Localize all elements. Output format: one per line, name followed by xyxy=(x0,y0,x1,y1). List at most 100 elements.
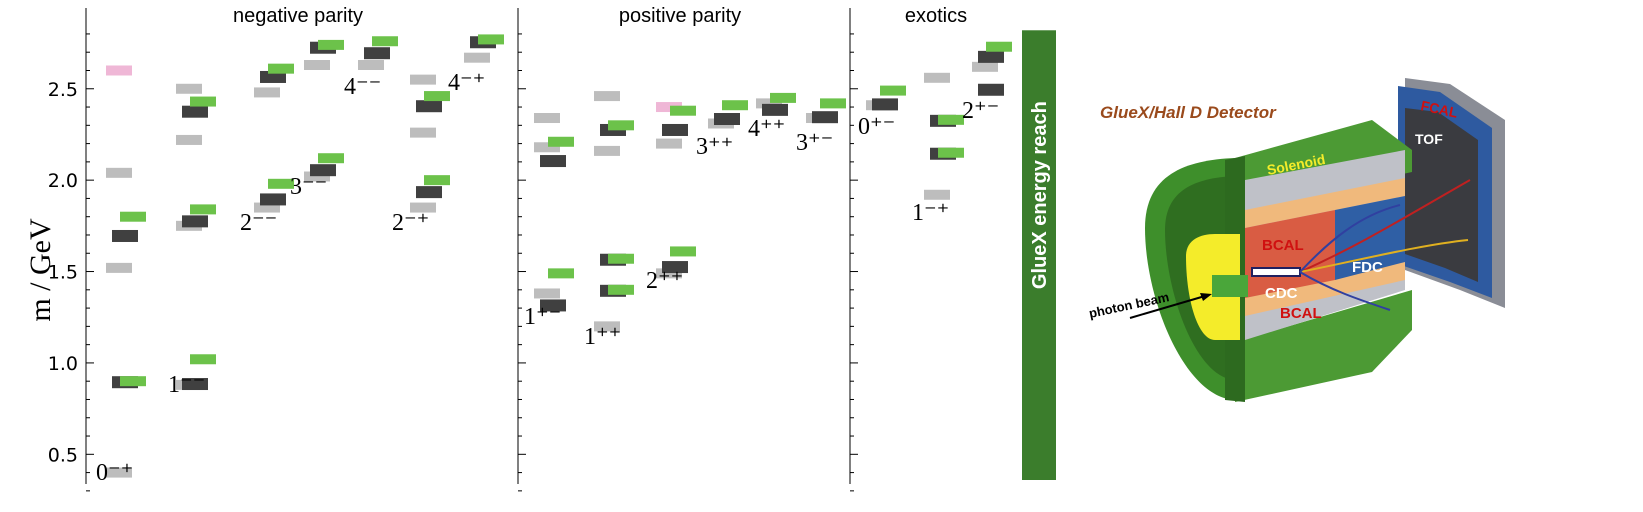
lattice-level-bar xyxy=(416,186,442,199)
bcal-top-band xyxy=(1245,178,1405,228)
lattice-level-bar xyxy=(310,164,336,177)
photon-beam-arrow xyxy=(1129,295,1206,319)
light-level-bar xyxy=(924,189,950,200)
lattice-level-bar xyxy=(978,50,1004,63)
experiment-level-bar xyxy=(120,376,146,387)
light-level-bar xyxy=(254,202,280,213)
experiment-level-bar xyxy=(190,354,216,365)
lattice-level-bar xyxy=(662,123,688,136)
light-level-bar xyxy=(594,91,620,102)
experiment-level-bar xyxy=(608,284,634,295)
particle-track xyxy=(1299,271,1391,311)
lattice-level-bar xyxy=(182,105,208,118)
tof-label: TOF xyxy=(1415,131,1443,147)
lattice-level-bar xyxy=(364,47,390,60)
energy-reach-label: GlueX energy reach xyxy=(1029,101,1051,289)
light-level-bar xyxy=(254,87,280,98)
experiment-level-bar xyxy=(722,100,748,111)
y-tick-label: 1.0 xyxy=(48,353,78,375)
beam-pipe xyxy=(1212,275,1248,297)
particle-track xyxy=(1299,179,1471,273)
particle-track xyxy=(1299,239,1469,273)
light-level-bar xyxy=(534,113,560,124)
panel-titles: negative parity positive parity exotics xyxy=(233,5,967,27)
light-level-bar xyxy=(924,72,950,83)
y-axis-label: m / GeV xyxy=(24,218,57,322)
light-level-bar xyxy=(972,61,998,72)
light-level-bar xyxy=(594,145,620,156)
quantum-number-label: 2⁻⁺ xyxy=(392,210,429,236)
light-level-bar xyxy=(534,288,560,299)
chart-axes: 0.5 1.0 1.5 2.0 2.5 xyxy=(48,8,858,492)
light-level-bar xyxy=(106,167,132,178)
y-tick-label: 1.5 xyxy=(48,262,78,284)
experiment-level-bar xyxy=(318,39,344,50)
quantum-number-label: 1⁺⁺ xyxy=(584,324,621,350)
quantum-number-label: 2⁺⁻ xyxy=(962,98,999,124)
quantum-number-label: 2⁻⁻ xyxy=(240,210,277,236)
light-level-bar xyxy=(410,202,436,213)
quantum-number-label: 4⁺⁺ xyxy=(748,116,785,142)
bcal-bottom-label: BCAL xyxy=(1280,305,1322,322)
experiment-level-bar xyxy=(120,211,146,222)
tof-wall xyxy=(1405,108,1478,282)
light-level-bar xyxy=(534,142,560,153)
lattice-level-bar xyxy=(182,215,208,228)
light-level-bar xyxy=(756,98,782,109)
lattice-level-bar xyxy=(812,111,838,124)
light-level-bar xyxy=(656,268,682,279)
quantum-number-label: 3⁺⁻ xyxy=(796,130,833,156)
experiment-level-bar xyxy=(880,85,906,96)
experiment-level-bar xyxy=(318,153,344,164)
target-cell xyxy=(1251,267,1301,277)
y-tick-label: 2.5 xyxy=(48,79,78,101)
experiment-level-bar xyxy=(548,136,574,147)
light-level-bar xyxy=(176,83,202,94)
experiment-level-bar xyxy=(424,91,450,102)
quantum-number-label: 1⁻⁺ xyxy=(912,200,949,226)
photon-beam-label: photon beam xyxy=(1088,289,1171,321)
light-level-bar xyxy=(358,60,384,71)
y-tick-label: 0.5 xyxy=(48,444,78,466)
experiment-level-bar xyxy=(608,120,634,131)
experiment-level-bar xyxy=(424,175,450,186)
lattice-level-bar xyxy=(872,98,898,111)
experiment-level-bar xyxy=(938,147,964,158)
bcal-top-label: BCAL xyxy=(1262,237,1304,254)
pink-level-bar xyxy=(656,102,682,113)
quantum-number-label: 2⁺⁺ xyxy=(646,268,683,294)
pink-level-bar xyxy=(106,65,132,76)
light-level-bar xyxy=(594,321,620,332)
panel-title: exotics xyxy=(905,5,967,27)
quantum-number-label: 0⁺⁻ xyxy=(858,114,895,140)
experiment-level-bar xyxy=(770,92,796,103)
lattice-level-bar xyxy=(260,193,286,206)
light-level-bar xyxy=(176,134,202,145)
light-level-bar xyxy=(106,262,132,273)
lattice-level-bar xyxy=(260,70,286,83)
lattice-level-bar xyxy=(714,113,740,126)
lattice-level-bar xyxy=(978,83,1004,96)
experiment-level-bar xyxy=(268,63,294,74)
experiment-level-bar xyxy=(190,204,216,215)
quantum-number-label: 0⁻⁺ xyxy=(96,460,133,486)
light-level-bar xyxy=(410,74,436,85)
bcal-bottom-band xyxy=(1245,262,1405,316)
light-level-bar xyxy=(304,60,330,71)
fdc-label: FDC xyxy=(1352,259,1383,276)
experiment-level-bar xyxy=(548,268,574,279)
experiment-level-bar xyxy=(670,105,696,116)
lattice-level-bar xyxy=(112,229,138,242)
quantum-number-label: 1⁻⁻ xyxy=(168,372,205,398)
lattice-level-bar xyxy=(540,299,566,312)
experiment-level-bar xyxy=(478,34,504,45)
experiment-level-bar xyxy=(608,253,634,264)
chart-marks: 0⁻⁺ 1⁻⁻ 2⁻⁻ 3⁻⁻ 4⁻⁻ 2⁻⁺ 4⁻⁺ 1⁺⁻ 1⁺⁺ 2⁺⁺ 3⁺⁺ 4⁺⁺ 3⁺⁻ 0… xyxy=(96,34,1012,486)
experiment-level-bar xyxy=(986,41,1012,52)
lattice-level-bar xyxy=(416,100,442,113)
cdc-label: CDC xyxy=(1265,285,1298,302)
experiment-level-bar xyxy=(820,98,846,109)
lattice-level-bar xyxy=(540,155,566,168)
lattice-level-bar xyxy=(182,378,208,391)
